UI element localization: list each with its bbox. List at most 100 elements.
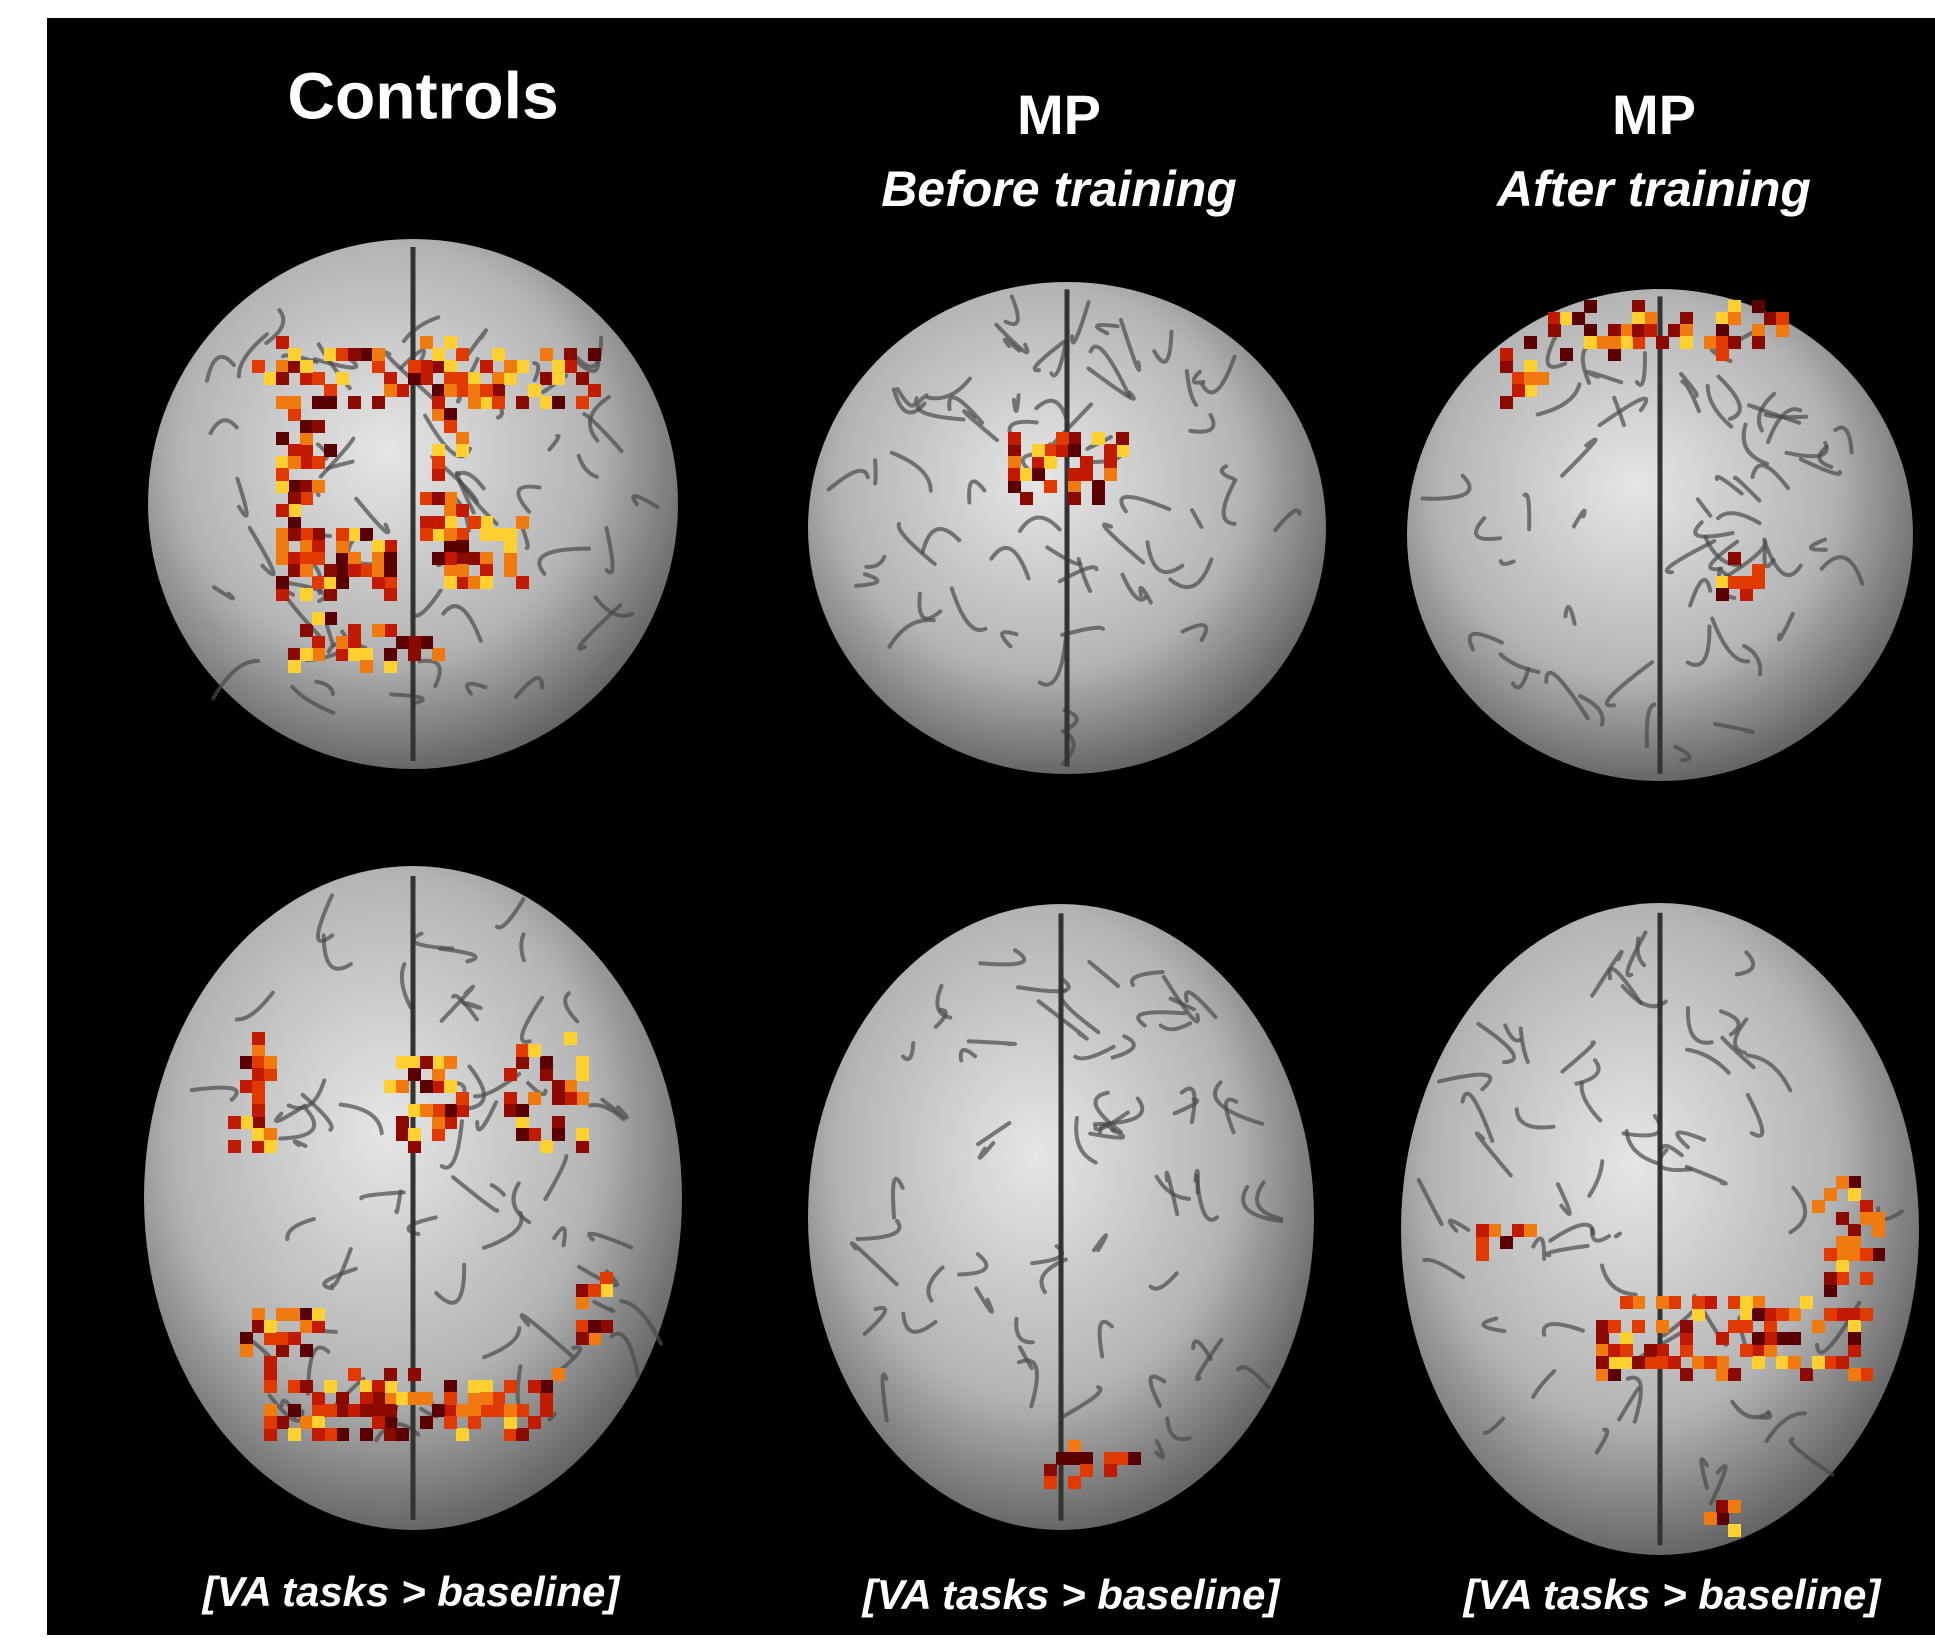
activation-voxel <box>300 1344 313 1357</box>
activation-voxel <box>504 552 517 565</box>
activation-voxel <box>576 1068 589 1081</box>
activation-voxel <box>1848 1248 1861 1261</box>
sulcus <box>1190 508 1204 529</box>
sulcus <box>915 393 966 422</box>
activation-voxel <box>1656 1344 1669 1357</box>
brain <box>148 239 678 769</box>
brain <box>808 282 1326 774</box>
sulcus <box>1544 670 1590 721</box>
activation-voxel <box>564 360 577 373</box>
activation-voxel <box>408 372 421 385</box>
activation-voxel <box>456 540 469 553</box>
activation-voxel <box>1752 576 1765 589</box>
sulcus <box>1482 1416 1506 1435</box>
sulcus <box>925 376 972 401</box>
activation-voxel <box>264 1428 277 1441</box>
sulcus <box>1817 444 1834 469</box>
sulcus <box>292 1139 308 1149</box>
activation-voxel <box>396 1080 409 1093</box>
activation-voxel <box>312 372 325 385</box>
sulcus <box>1708 539 1740 572</box>
sulcus <box>873 458 878 486</box>
activation-voxel <box>516 1044 529 1057</box>
activation-voxel <box>240 1332 253 1345</box>
activation-voxel <box>1020 492 1033 505</box>
activation-voxel <box>504 1092 517 1105</box>
sulcus <box>1788 1185 1808 1235</box>
activation-voxel <box>552 396 565 409</box>
sulcus <box>1498 652 1541 675</box>
sulcus <box>1545 1243 1590 1258</box>
activation-voxel <box>1080 1464 1093 1477</box>
activation-voxel <box>372 576 385 589</box>
activation-voxel <box>240 1080 253 1093</box>
activation-voxel <box>1116 1452 1129 1465</box>
activation-voxel <box>1608 348 1621 361</box>
activation-voxel <box>1104 1452 1117 1465</box>
activation-voxel <box>300 480 313 493</box>
activation-voxel <box>1680 1332 1693 1345</box>
sulcus <box>977 1141 996 1160</box>
activation-voxel <box>324 1404 337 1417</box>
activation-voxel <box>456 552 469 565</box>
sulcus <box>1604 660 1655 708</box>
activation-voxel <box>1572 312 1585 325</box>
activation-voxel <box>1068 468 1081 481</box>
sulcus <box>1447 1218 1471 1233</box>
activation-voxel <box>360 648 373 661</box>
activation-voxel <box>384 372 397 385</box>
activation-voxel <box>492 384 505 397</box>
activation-voxel <box>528 1380 541 1393</box>
activation-voxel <box>384 648 397 661</box>
activation-voxel <box>1008 432 1021 445</box>
sulcus <box>1571 508 1587 529</box>
activation-voxel <box>1848 1332 1861 1345</box>
activation-voxel <box>1620 1332 1633 1345</box>
activation-voxel <box>552 360 565 373</box>
activation-voxel <box>1620 324 1633 337</box>
activation-voxel <box>276 504 289 517</box>
activation-voxel <box>456 1104 469 1117</box>
sulcus <box>1073 1044 1116 1061</box>
activation-voxel <box>348 1404 361 1417</box>
activation-voxel <box>1092 492 1105 505</box>
activation-voxel <box>408 1056 421 1069</box>
activation-voxel <box>384 552 397 565</box>
sulcus <box>917 591 943 621</box>
sulcus <box>947 395 985 425</box>
sulcus <box>1531 1369 1557 1400</box>
activation-voxel <box>276 372 289 385</box>
activation-voxel <box>372 624 385 637</box>
activation-voxel <box>1716 1512 1729 1525</box>
activation-voxel <box>324 588 337 601</box>
sulcus <box>1136 1010 1187 1028</box>
activation-voxel <box>1860 1272 1873 1285</box>
activation-voxel <box>1644 324 1657 337</box>
activation-voxel <box>348 1368 361 1381</box>
activation-voxel <box>468 552 481 565</box>
sulcus <box>1017 515 1062 533</box>
activation-voxel <box>1644 1356 1657 1369</box>
activation-voxel <box>384 1392 397 1405</box>
activation-voxel <box>504 1380 517 1393</box>
activation-voxel <box>444 1116 457 1129</box>
activation-voxel <box>1836 1260 1849 1273</box>
activation-voxel <box>1728 1296 1741 1309</box>
sulcus <box>1776 611 1795 642</box>
sulcus <box>1093 1090 1123 1134</box>
sulcus <box>1119 494 1172 514</box>
activation-voxel <box>600 1320 613 1333</box>
activation-voxel <box>372 564 385 577</box>
sulcus <box>543 1154 569 1202</box>
sulcus <box>901 1311 938 1334</box>
brain <box>1401 903 1919 1555</box>
sulcus <box>1784 440 1829 459</box>
activation-voxel <box>252 1068 265 1081</box>
sulcus <box>264 308 286 346</box>
activation-voxel <box>444 1404 457 1417</box>
sulcus <box>1699 1457 1709 1490</box>
activation-voxel <box>252 1056 265 1069</box>
activation-voxel <box>408 1392 421 1405</box>
activation-voxel <box>300 540 313 553</box>
